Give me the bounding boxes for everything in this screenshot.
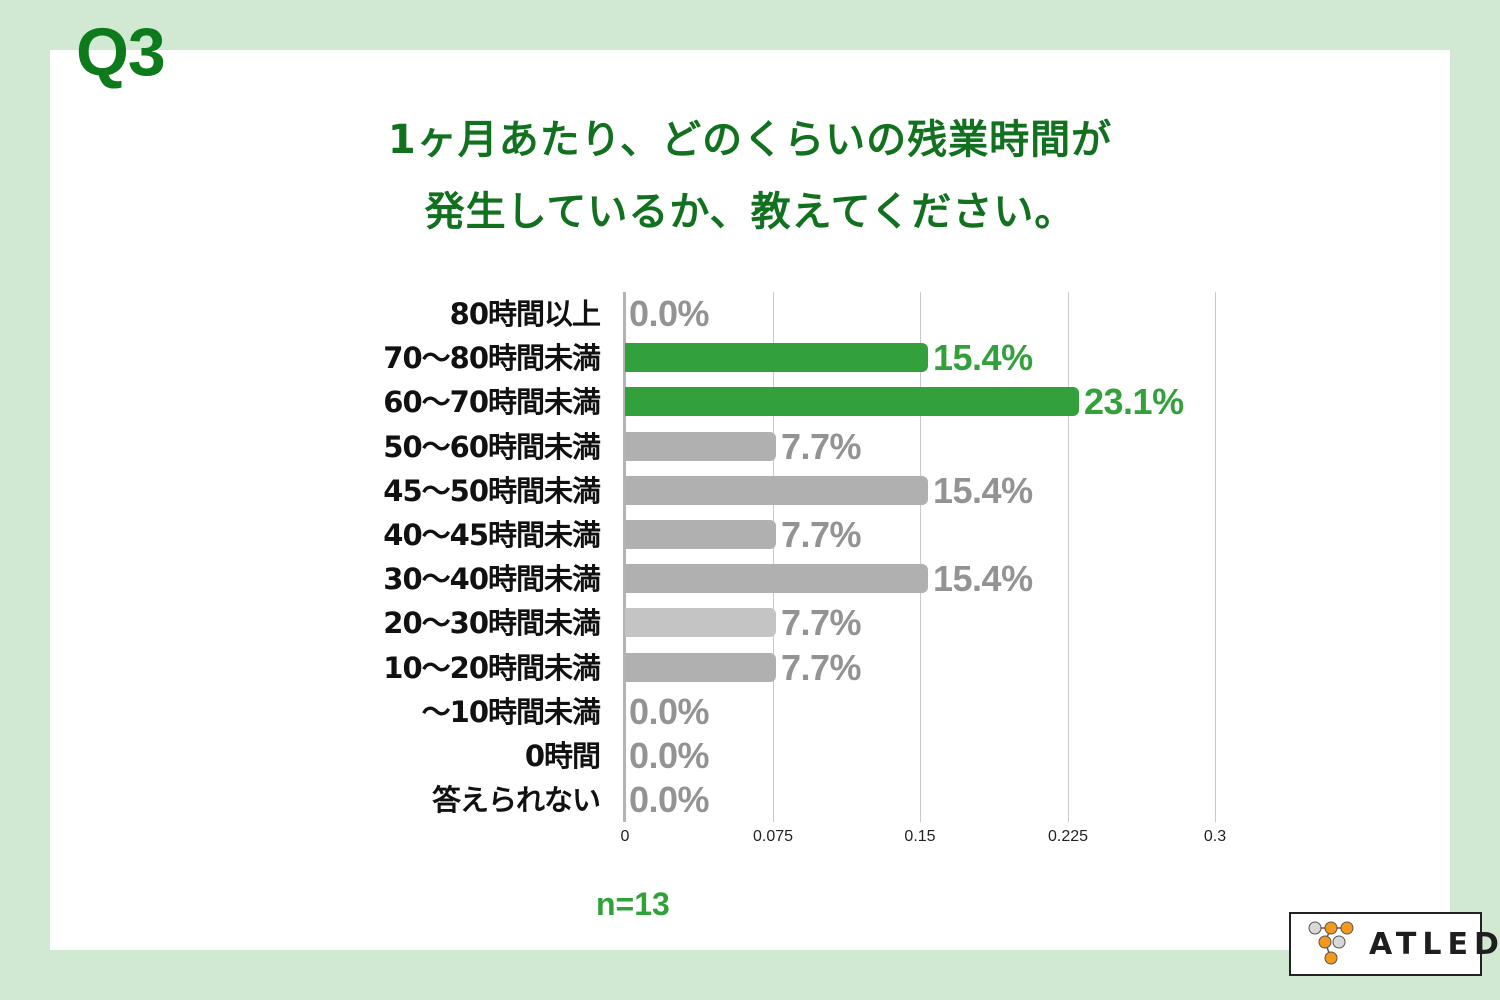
gridline [773,292,774,822]
bar-row: 20〜30時間未満 7.7% [0,601,1500,645]
bar-row: 30〜40時間未満 15.4% [0,557,1500,601]
bar [625,343,928,372]
category-label: 45〜50時間未満 [383,474,601,508]
gridline [1215,292,1216,822]
value-label: 0.0% [629,735,710,776]
bar-row: 答えられない 0.0% [0,778,1500,822]
logo-text: ATLED [1369,927,1500,962]
category-label: 70〜80時間未満 [383,341,601,375]
question-number: Q3 [76,14,166,90]
y-axis-baseline [623,292,626,822]
x-tick-label: 0.075 [752,828,794,845]
bar [625,476,928,505]
category-label: 〜10時間未満 [421,695,601,729]
category-label: 80時間以上 [449,297,601,331]
value-label: 15.4% [933,337,1033,378]
value-label: 15.4% [933,558,1033,599]
bar [625,520,776,549]
bar-row: 80時間以上 0.0% [0,292,1500,336]
bar-row: 45〜50時間未満 15.4% [0,469,1500,513]
bar [625,387,1079,416]
gridline [920,292,921,822]
category-label: 20〜30時間未満 [383,606,601,640]
category-label: 50〜60時間未満 [383,430,601,464]
bar [625,432,776,461]
x-tick-label: 0.15 [904,828,936,845]
x-tick-label: 0 [620,828,630,845]
chart-title-line-1: 1ヶ月あたり、どのくらいの残業時間が [387,117,1113,163]
bar-row: 0時間 0.0% [0,734,1500,778]
category-label: 0時間 [524,739,601,773]
bar-row: 70〜80時間未満 15.4% [0,336,1500,380]
value-label: 23.1% [1084,381,1184,422]
bar-row: 〜10時間未満 0.0% [0,690,1500,734]
value-label: 0.0% [629,293,710,334]
bar [625,608,776,637]
category-label: 答えられない [431,783,601,817]
bar-row: 10〜20時間未満 7.7% [0,646,1500,690]
bar-row: 50〜60時間未満 7.7% [0,425,1500,469]
bar-row: 60〜70時間未満 23.1% [0,380,1500,424]
value-label: 0.0% [629,691,710,732]
atled-logo: ATLED [1289,912,1499,976]
value-label: 7.7% [781,514,862,555]
category-label: 10〜20時間未満 [383,651,601,685]
value-label: 7.7% [781,426,862,467]
bar [625,653,776,682]
chart-title-line-2: 発生しているか、教えてください。 [424,189,1076,235]
category-label: 30〜40時間未満 [383,562,601,596]
category-label: 60〜70時間未満 [383,385,601,419]
molecule-logo-icon [1308,921,1354,965]
value-label: 7.7% [781,602,862,643]
gridline [1068,292,1069,822]
category-label: 40〜45時間未満 [383,518,601,552]
sample-size-label: n=13 [596,886,670,922]
value-label: 15.4% [933,470,1033,511]
value-label: 0.0% [629,779,710,820]
x-tick-label: 0.3 [1203,828,1227,845]
bar [625,564,928,593]
value-label: 7.7% [781,647,862,688]
bar-row: 40〜45時間未満 7.7% [0,513,1500,557]
x-tick-label: 0.225 [1047,828,1089,845]
